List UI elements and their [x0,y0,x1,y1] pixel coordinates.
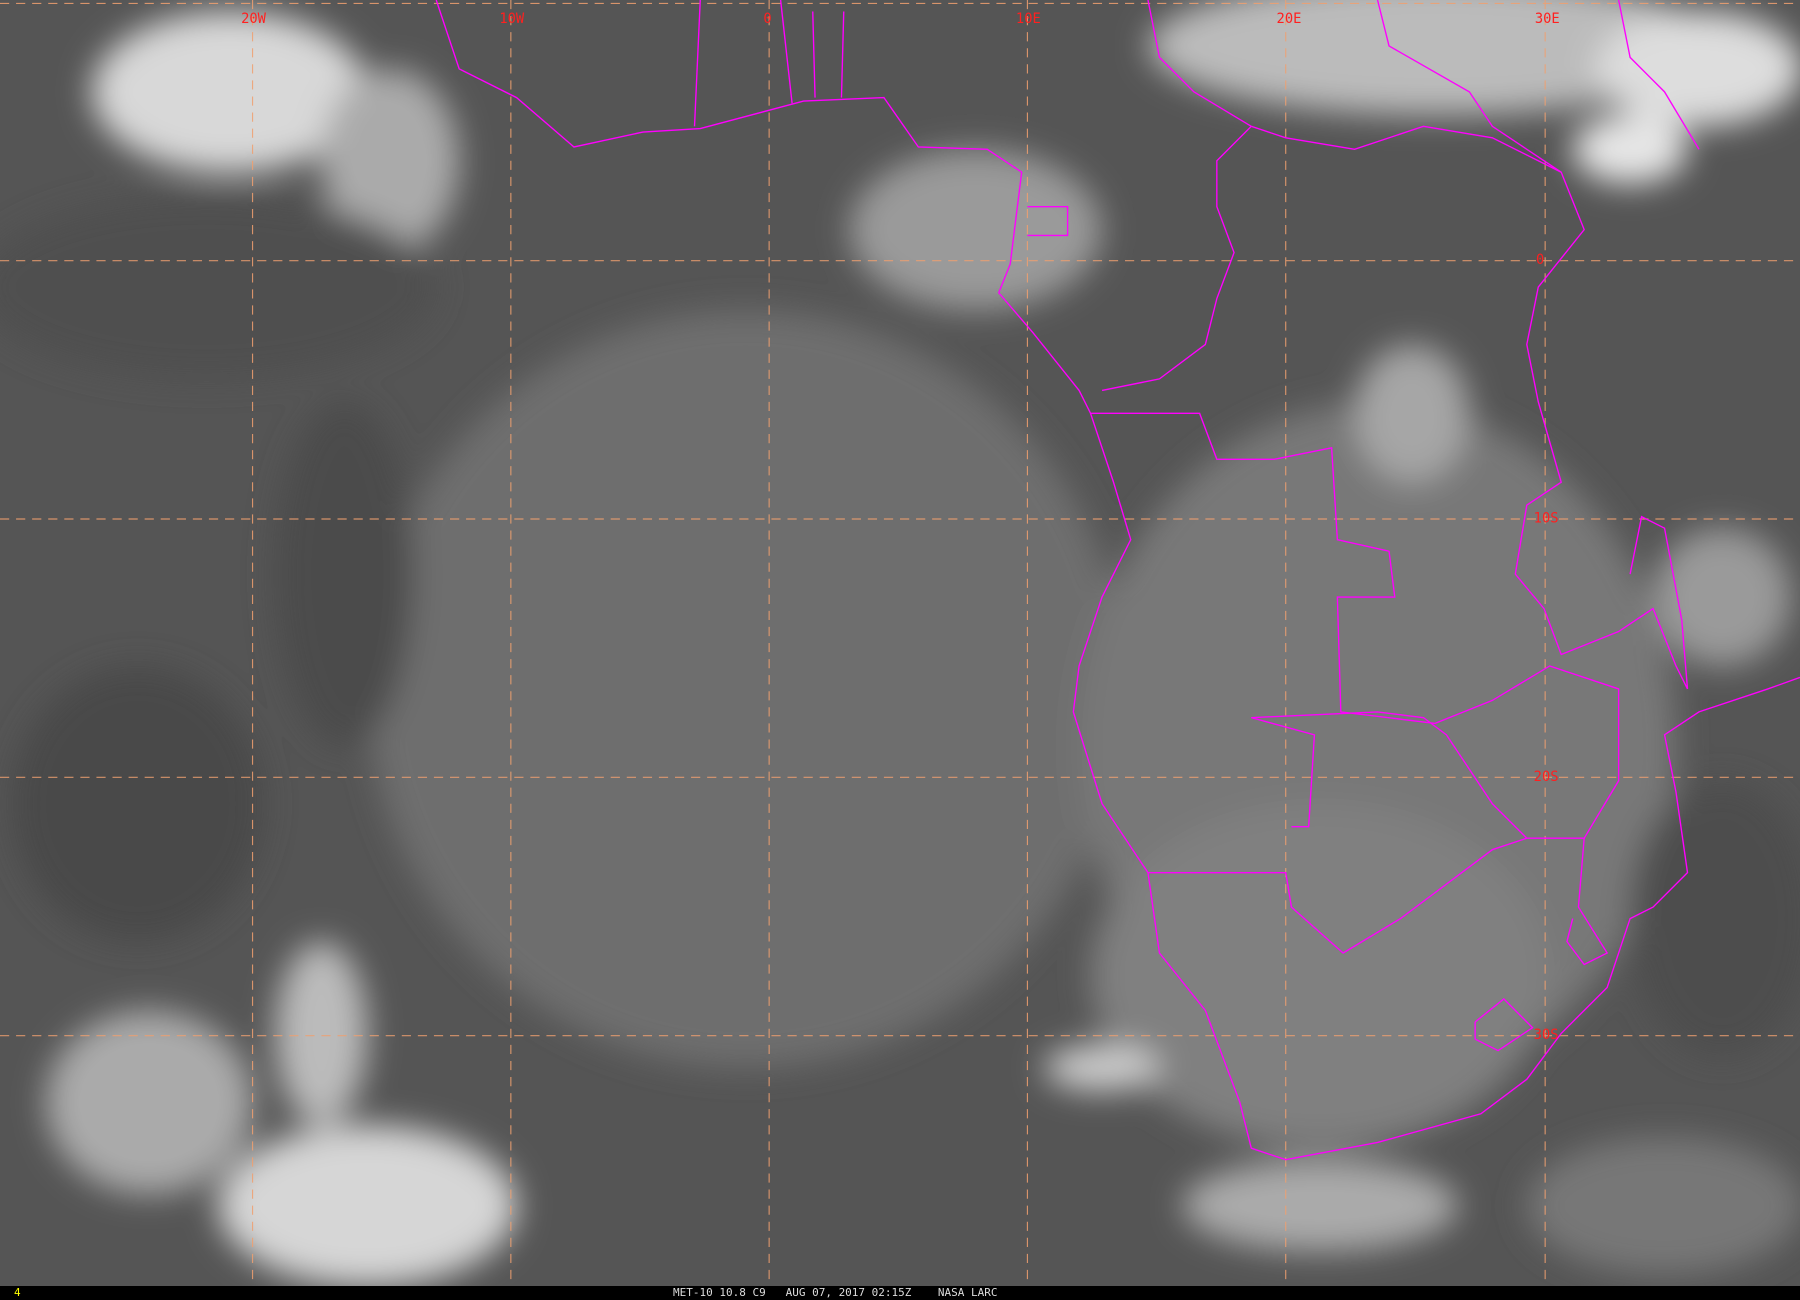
frame-number: 4 [14,1286,21,1299]
lat-label-20s: 20S [1534,769,1559,785]
lon-label-20e: 20E [1277,11,1302,27]
lat-label-30s: 30S [1534,1027,1559,1043]
lon-label-0: 0 [763,11,771,27]
longitude-labels: 20W 10W 0 10E 20E 30E [241,11,1560,27]
lon-label-20w: 20W [241,11,267,27]
country-borders [435,0,1800,1161]
lat-label-0: 0 [1536,252,1544,268]
caption-bar: 4 MET-10 10.8 C9 AUG 07, 2017 02:15Z NAS… [0,1286,1800,1300]
image-caption: MET-10 10.8 C9 AUG 07, 2017 02:15Z NASA … [673,1286,998,1299]
lon-label-10w: 10W [499,11,525,27]
lon-label-10e: 10E [1016,11,1041,27]
lon-label-30e: 30E [1535,11,1560,27]
latitude-labels: 0 10S 20S 30S [1534,252,1559,1043]
lat-label-10s: 10S [1534,510,1559,526]
